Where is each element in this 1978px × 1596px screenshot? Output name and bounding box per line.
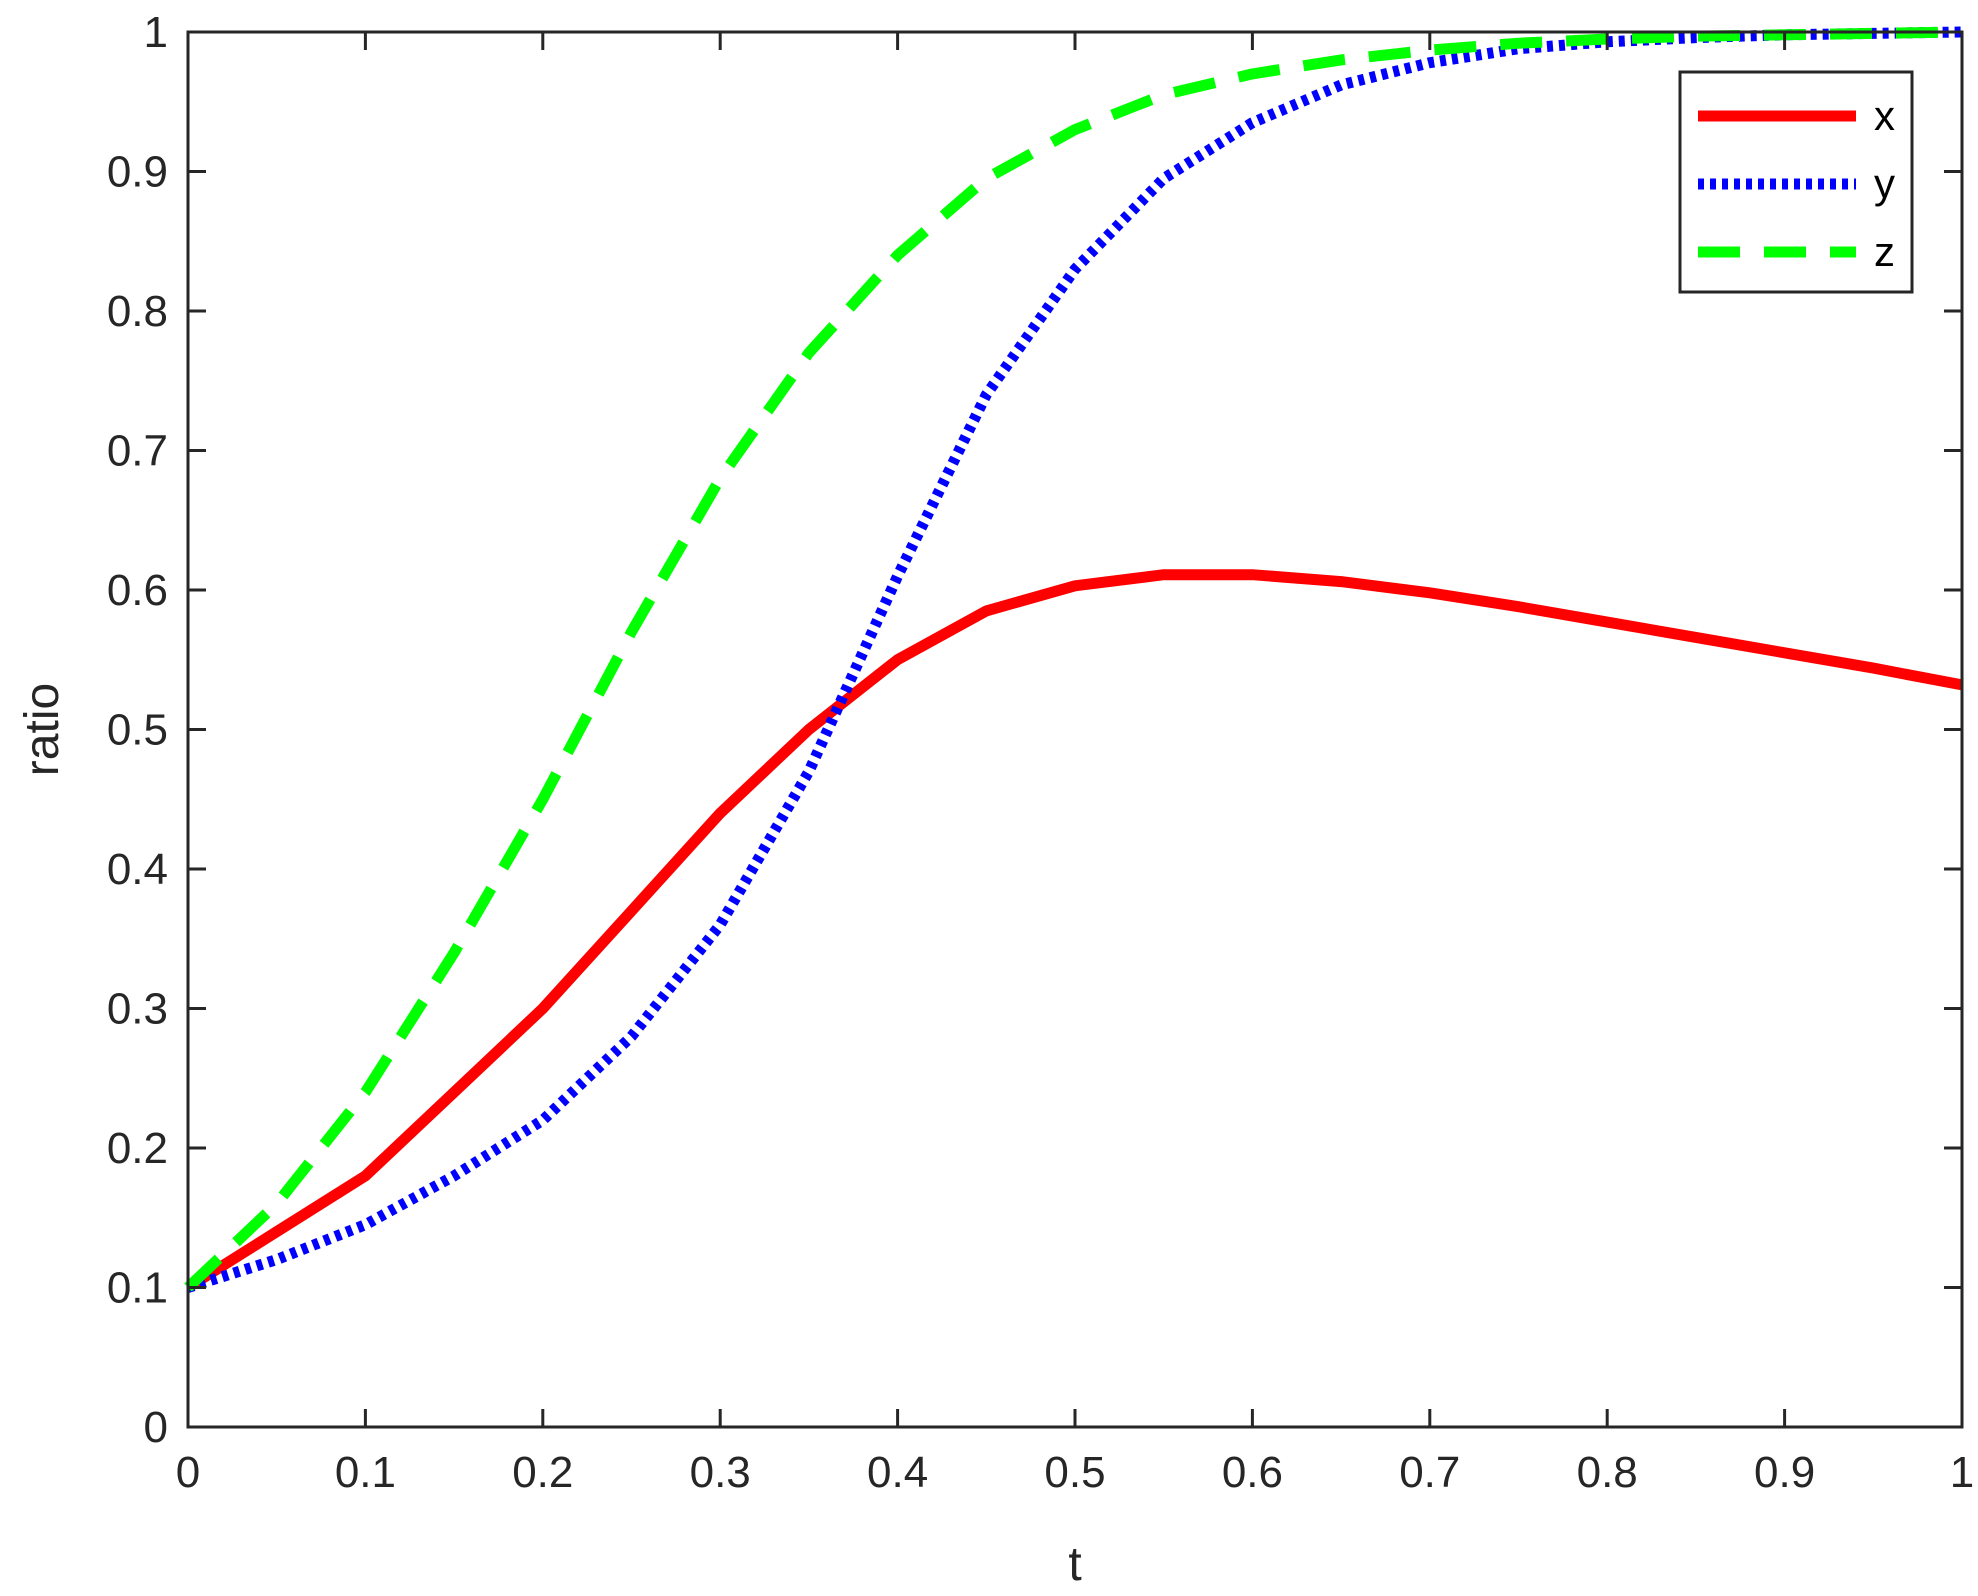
y-tick-label: 0.1 — [107, 1264, 168, 1313]
y-tick-label: 0.9 — [107, 148, 168, 197]
y-tick-label: 0.4 — [107, 845, 168, 894]
y-tick-label: 0.7 — [107, 427, 168, 476]
series-line-y — [186, 26, 1963, 1293]
legend-label-x: x — [1874, 92, 1895, 139]
x-tick-label: 1 — [1950, 1448, 1974, 1497]
legend-label-z: z — [1874, 228, 1895, 275]
x-tick-label: 0.6 — [1222, 1448, 1283, 1497]
y-tick-label: 0.5 — [107, 706, 168, 755]
x-tick-label: 0.5 — [1044, 1448, 1105, 1497]
x-tick-label: 0.7 — [1399, 1448, 1460, 1497]
x-axis-ticks: 0 0.1 0.2 0.3 0.4 0.5 0.6 0.7 0.8 0.9 1 — [176, 32, 1974, 1497]
x-tick-label: 0.9 — [1754, 1448, 1815, 1497]
y-tick-label: 0.6 — [107, 566, 168, 615]
series-line-z — [184, 26, 1963, 1292]
x-tick-label: 0.8 — [1577, 1448, 1638, 1497]
y-tick-label: 0.3 — [107, 985, 168, 1034]
x-tick-label: 0.3 — [690, 1448, 751, 1497]
y-tick-label: 0 — [144, 1403, 168, 1452]
x-axis-title: t — [1068, 1538, 1081, 1591]
y-tick-label: 0.8 — [107, 287, 168, 336]
x-tick-label: 0.4 — [867, 1448, 928, 1497]
x-tick-label: 0 — [176, 1448, 200, 1497]
x-tick-label: 0.1 — [335, 1448, 396, 1497]
y-axis-title: ratio — [16, 683, 69, 776]
y-axis-ticks: 0 0.1 0.2 0.3 0.4 0.5 0.6 0.7 0.8 0.9 1 — [107, 8, 1962, 1452]
y-tick-label: 1 — [144, 8, 168, 57]
y-tick-label: 0.2 — [107, 1124, 168, 1173]
legend: xyz — [1678, 70, 1914, 294]
x-tick-label: 0.2 — [512, 1448, 573, 1497]
series-layer — [184, 26, 1964, 1293]
legend-label-y: y — [1874, 160, 1895, 207]
series-line-x — [185, 569, 1964, 1293]
